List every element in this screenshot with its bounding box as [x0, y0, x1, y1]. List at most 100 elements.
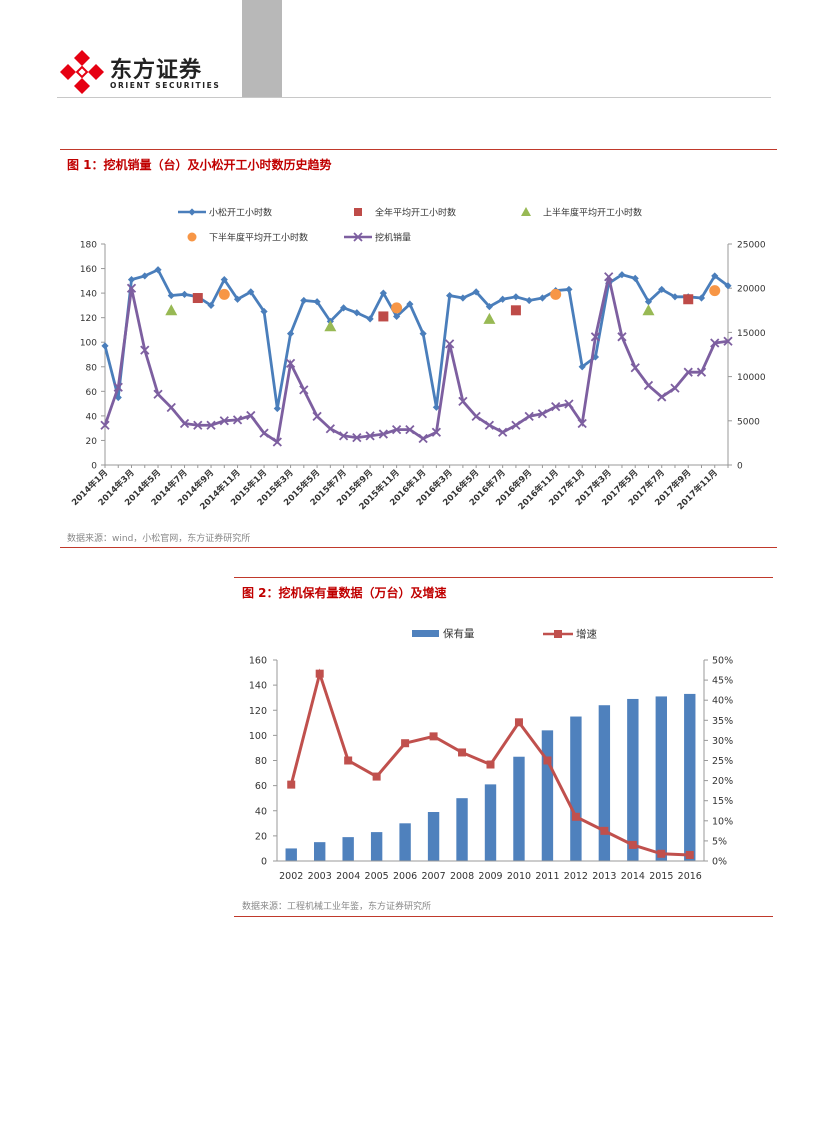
x-tick-label: 2013 — [592, 871, 616, 882]
stock-bar — [342, 837, 354, 861]
annual-avg-point — [510, 305, 521, 316]
legend-first-half-avg-marker — [521, 207, 531, 216]
excavator-sales-point — [643, 380, 654, 391]
komatsu-hours-point — [697, 294, 706, 302]
excavator-sales-point — [219, 416, 229, 426]
komatsu-hours-line — [103, 267, 729, 409]
excavator-sales-point — [577, 418, 587, 429]
legend-annual-avg-label: 全年平均开工小时数 — [375, 207, 456, 219]
growth-point — [401, 739, 410, 748]
x-tick-label: 2008 — [450, 871, 474, 882]
excavator-sales-point — [564, 399, 574, 409]
excavator-sales-point — [391, 425, 402, 435]
y-right-tick-label: 0% — [712, 857, 727, 868]
excavator-sales-point — [418, 433, 428, 444]
excavator-sales-point — [471, 411, 481, 422]
second-half-avg-point — [550, 288, 562, 300]
growth-point — [315, 669, 324, 678]
excavator-sales-point — [338, 431, 349, 441]
y-right-tick-label: 40% — [712, 696, 733, 707]
x-tick-label: 2014 — [621, 871, 645, 882]
first-half-avg-point — [483, 312, 496, 324]
komatsu-hours-point — [459, 294, 467, 302]
legend-komatsu-hours: 小松开工小时数 — [178, 207, 272, 219]
excavator-sales-point — [259, 428, 269, 438]
y-right-tick-label: 25000 — [737, 241, 766, 251]
y-left-tick-label: 100 — [80, 339, 97, 349]
excavator-sales-line — [103, 276, 729, 445]
y-right-tick-label: 45% — [712, 676, 733, 687]
excavator-sales-point — [179, 418, 190, 429]
y-right-tick-label: 10000 — [737, 373, 766, 383]
legend-komatsu-hours-marker — [188, 208, 196, 216]
figure2-source: 数据来源：工程机械工业年鉴，东方证券研究所 — [242, 902, 432, 912]
legend-stock-marker — [412, 630, 439, 637]
brand-name-cn: 东方证券 — [110, 58, 203, 83]
excavator-sales-point — [325, 424, 335, 434]
excavator-sales-point — [352, 432, 362, 443]
legend-excavator-sales-label: 挖机销量 — [375, 232, 411, 244]
excavator-sales-point — [206, 420, 216, 430]
excavator-sales-point — [498, 427, 508, 437]
y-left-tick-label: 60 — [86, 388, 98, 398]
growth-point — [657, 849, 666, 858]
excavator-sales-point — [710, 338, 720, 348]
komatsu-hours-point — [485, 303, 494, 311]
komatsu-hours-point — [538, 294, 547, 302]
komatsu-hours-point — [591, 353, 600, 361]
figure2-top-rule — [234, 577, 773, 578]
komatsu-hours-point — [631, 274, 639, 282]
komatsu-hours-point — [101, 342, 109, 350]
excavator-sales-point — [511, 420, 521, 430]
series-second-half-avg — [218, 285, 721, 314]
excavator-sales-point — [670, 383, 680, 393]
legend-annual-avg-marker — [354, 208, 362, 216]
legend-growth-label: 增速 — [576, 628, 597, 641]
series-growth — [287, 668, 694, 859]
growth-point — [486, 760, 495, 769]
komatsu-hours-point — [724, 282, 732, 290]
first-half-avg-point — [642, 304, 655, 316]
series-excavator-sales — [100, 272, 733, 447]
x-tick-label: 2003 — [308, 871, 332, 882]
figure1-bottom-rule — [60, 547, 777, 548]
y-right-tick-label: 20000 — [737, 285, 766, 295]
growth-point — [571, 812, 580, 821]
y-left-tick-label: 20 — [255, 831, 267, 842]
y-right-tick-label: 0 — [737, 462, 743, 472]
excavator-sales-point — [378, 429, 388, 439]
excavator-sales-point — [285, 358, 296, 368]
excavator-sales-point — [405, 425, 415, 435]
excavator-sales-point — [100, 420, 110, 430]
y-left-tick-label: 140 — [249, 681, 267, 692]
komatsu-hours-point — [472, 288, 480, 296]
excavator-sales-point — [683, 367, 693, 377]
first-half-avg-point — [324, 320, 337, 332]
legend-second-half-avg: 下半年度平均开工小时数 — [187, 232, 308, 244]
figure2-bottom-rule — [234, 916, 773, 917]
komatsu-hours-point — [525, 296, 533, 305]
excavator-sales-point — [140, 345, 150, 355]
y-right-tick-label: 5% — [712, 836, 727, 847]
growth-point — [372, 772, 381, 781]
x-tick-label: 2015 — [649, 871, 673, 882]
y-left-tick-label: 120 — [80, 314, 97, 324]
excavator-sales-point — [484, 420, 495, 430]
komatsu-hours-point — [353, 309, 361, 317]
stock-bar — [285, 848, 297, 861]
excavator-sales-point — [232, 415, 243, 425]
y-right-tick-label: 10% — [712, 816, 733, 827]
y-right-tick-label: 35% — [712, 716, 733, 727]
excavator-sales-point — [657, 392, 667, 402]
header-divider — [57, 97, 771, 98]
growth-point — [429, 732, 438, 741]
growth-point — [287, 780, 296, 789]
legend-second-half-avg-marker — [187, 232, 197, 242]
x-tick-label: 2009 — [478, 871, 502, 882]
komatsu-hours-point — [565, 285, 573, 294]
stock-bar — [456, 798, 468, 861]
annual-avg-point — [192, 293, 203, 304]
stock-bar — [541, 730, 554, 861]
legend-growth: 增速 — [543, 628, 597, 641]
excavator-sales-point — [113, 382, 123, 392]
